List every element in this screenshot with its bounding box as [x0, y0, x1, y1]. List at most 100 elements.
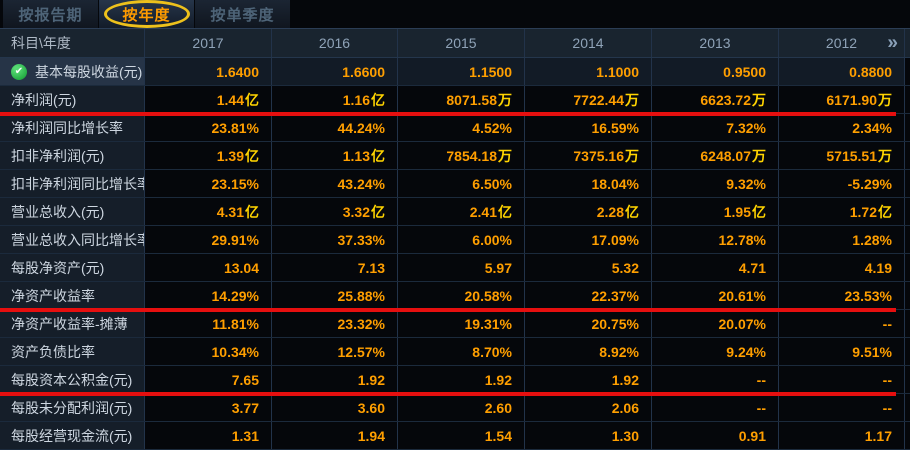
value-cell: 1.54 [398, 422, 525, 449]
value-cell: 0.9500 [652, 58, 779, 85]
value-cell: 2.06 [525, 394, 652, 421]
financial-indicators-table: 科目\年度 2017 2016 2015 2014 2013 2012 » ✔ 基… [0, 28, 910, 450]
more-columns-icon[interactable]: » [887, 32, 898, 54]
value-cell: 7.65 [145, 366, 272, 393]
value-cell: 4.52% [398, 114, 525, 141]
value-cell: 11.81% [145, 310, 272, 337]
row-label-cell[interactable]: 净利润同比增长率 [0, 114, 145, 141]
value-cell: 2.60 [398, 394, 525, 421]
row-label-cell[interactable]: 净资产收益率-摊薄 [0, 310, 145, 337]
corner-header: 科目\年度 [0, 29, 145, 57]
value-cell: 9.24% [652, 338, 779, 365]
unit-suffix: 亿 [752, 203, 766, 220]
table-header-row: 科目\年度 2017 2016 2015 2014 2013 2012 » [0, 29, 910, 58]
row-label-cell[interactable]: 每股经营现金流(元) [0, 422, 145, 449]
row-label-cell[interactable]: 净利润(元) [0, 86, 145, 113]
value-cell: 8071.58 万 [398, 86, 525, 113]
row-label-cell[interactable]: 扣非净利润同比增长率 [0, 170, 145, 197]
year-header-2013: 2013 [652, 29, 779, 57]
unit-suffix: 万 [878, 91, 892, 108]
value-cell: 4.19 [779, 254, 905, 281]
value-cell: 6623.72 万 [652, 86, 779, 113]
value-cell: 43.24% [272, 170, 398, 197]
value-cell: 25.88% [272, 282, 398, 309]
value-cell: -- [652, 366, 779, 393]
value-cell: 7.32% [652, 114, 779, 141]
value-cell: 14.29% [145, 282, 272, 309]
row-label-cell[interactable]: ✔ 基本每股收益(元) [0, 58, 145, 85]
value-cell: 7375.16 万 [525, 142, 652, 169]
value-cell: 7722.44 万 [525, 86, 652, 113]
value-cell: 44.24% [272, 114, 398, 141]
value-cell: 20.61% [652, 282, 779, 309]
tab-by-report-period[interactable]: 按报告期 [3, 0, 98, 28]
unit-suffix: 亿 [245, 91, 259, 108]
unit-suffix: 万 [498, 147, 512, 164]
table-row: 每股资本公积金(元) 7.65 1.92 1.92 1.92 -- -- [0, 366, 910, 396]
value-cell: 1.1000 [525, 58, 652, 85]
value-cell: 1.1500 [398, 58, 525, 85]
value-cell: 1.95 亿 [652, 198, 779, 225]
unit-suffix: 亿 [625, 203, 639, 220]
table-row: 每股净资产(元) 13.04 7.13 5.97 5.32 4.71 4.19 [0, 254, 910, 282]
row-label-cell[interactable]: 营业总收入(元) [0, 198, 145, 225]
unit-suffix: 万 [498, 91, 512, 108]
value-cell: -- [779, 394, 905, 421]
table-row: 资产负债比率 10.34% 12.57% 8.70% 8.92% 9.24% 9.51% [0, 338, 910, 366]
row-label-text: 营业总收入同比增长率 [11, 231, 145, 248]
value-cell: 5.97 [398, 254, 525, 281]
row-label-text: 扣非净利润同比增长率 [11, 175, 145, 192]
unit-suffix: 万 [625, 91, 639, 108]
table-row: ✔ 基本每股收益(元) 1.6400 1.6600 1.1500 1.1000 0.9500… [0, 58, 910, 86]
tab-by-year[interactable]: 按年度 [99, 0, 194, 28]
red-underline-annotation [0, 392, 896, 396]
value-cell: 1.72 亿 [779, 198, 905, 225]
unit-suffix: 亿 [878, 203, 892, 220]
value-cell: 1.6400 [145, 58, 272, 85]
value-cell: 1.17 [779, 422, 905, 449]
value-cell: 23.15% [145, 170, 272, 197]
table-row: 扣非净利润(元) 1.39 亿 1.13 亿 7854.18 万 7375.16 万 6248.0… [0, 142, 910, 170]
tab-label: 按报告期 [18, 6, 83, 24]
row-label-cell[interactable]: 每股未分配利润(元) [0, 394, 145, 421]
value-cell: 0.8800 [779, 58, 905, 85]
tab-by-single-quarter[interactable]: 按单季度 [195, 0, 290, 28]
value-cell: 2.41 亿 [398, 198, 525, 225]
value-cell: 7.13 [272, 254, 398, 281]
row-label-cell[interactable]: 每股净资产(元) [0, 254, 145, 281]
value-cell: 16.59% [525, 114, 652, 141]
row-label-cell[interactable]: 净资产收益率 [0, 282, 145, 309]
row-label-text: 每股资本公积金(元) [11, 371, 133, 388]
value-cell: 20.07% [652, 310, 779, 337]
value-cell: 6171.90 万 [779, 86, 905, 113]
unit-suffix: 万 [625, 147, 639, 164]
value-cell: 29.91% [145, 226, 272, 253]
table-row: 扣非净利润同比增长率 23.15% 43.24% 6.50% 18.04% 9.32% -5… [0, 170, 910, 198]
value-cell: 8.70% [398, 338, 525, 365]
row-label-cell[interactable]: 资产负债比率 [0, 338, 145, 365]
value-cell: 37.33% [272, 226, 398, 253]
row-label-cell[interactable]: 扣非净利润(元) [0, 142, 145, 169]
value-cell: -- [779, 366, 905, 393]
table-body: ✔ 基本每股收益(元) 1.6400 1.6600 1.1500 1.1000 0.9500… [0, 58, 910, 450]
row-label-text: 净资产收益率-摊薄 [11, 315, 128, 332]
row-label-cell[interactable]: 每股资本公积金(元) [0, 366, 145, 393]
red-underline-annotation [0, 308, 896, 312]
year-header-2012: 2012 » [779, 29, 905, 57]
row-label-text: 每股净资产(元) [11, 259, 105, 276]
value-cell: 3.32 亿 [272, 198, 398, 225]
year-label: 2012 [825, 35, 858, 51]
value-cell: 5.32 [525, 254, 652, 281]
table-row: 净利润同比增长率 23.81% 44.24% 4.52% 16.59% 7.32% 2.34… [0, 114, 910, 142]
row-label-text: 基本每股收益(元) [35, 63, 143, 80]
value-cell: 23.32% [272, 310, 398, 337]
year-header-2014: 2014 [525, 29, 652, 57]
value-cell: 3.77 [145, 394, 272, 421]
value-cell: 2.28 亿 [525, 198, 652, 225]
value-cell: 1.16 亿 [272, 86, 398, 113]
row-label-cell[interactable]: 营业总收入同比增长率 [0, 226, 145, 253]
value-cell: 10.34% [145, 338, 272, 365]
value-cell: -- [652, 394, 779, 421]
value-cell: 1.92 [398, 366, 525, 393]
value-cell: 9.51% [779, 338, 905, 365]
